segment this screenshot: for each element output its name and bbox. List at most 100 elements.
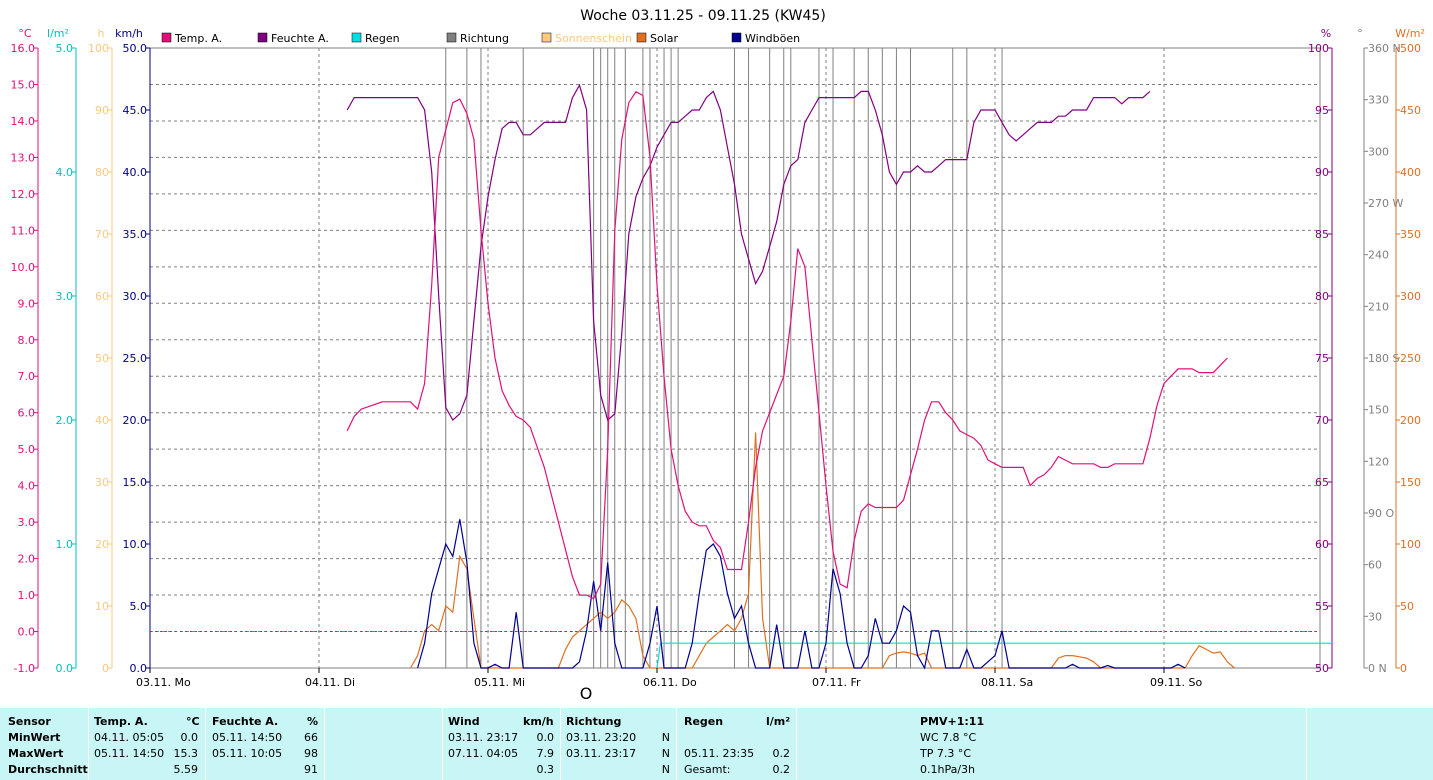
hum-axis-tick-label: 85 bbox=[1315, 228, 1329, 241]
hum-max-val: 98 bbox=[304, 747, 318, 760]
axis-unit-label: h bbox=[98, 27, 105, 40]
series-layer bbox=[150, 48, 1333, 670]
temp-axis-tick-label: 2.0 bbox=[18, 553, 36, 566]
temp-axis-tick-label: 14.0 bbox=[11, 115, 36, 128]
legend-label: Richtung bbox=[460, 32, 509, 45]
wind-axis-tick-label: 50.0 bbox=[123, 42, 148, 55]
temp-axis-tick-label: 4.0 bbox=[18, 480, 36, 493]
sun-axis-tick-label: 10 bbox=[95, 600, 109, 613]
temp-axis-tick-label: 0.0 bbox=[18, 626, 36, 639]
series-windb-en-line bbox=[417, 519, 1186, 670]
plot-frame bbox=[149, 47, 1321, 669]
hum-axis-tick-label: 100 bbox=[1308, 42, 1329, 55]
row-label-avg: Durchschnitt bbox=[8, 763, 88, 776]
dir-axis-tick-label: 90 O bbox=[1368, 507, 1394, 520]
rain-axis-tick-label: 4.0 bbox=[56, 166, 74, 179]
legend-label: Sonnenschein bbox=[555, 32, 632, 45]
hum-axis-tick-label: 55 bbox=[1315, 600, 1329, 613]
solar-axis-tick-label: 100 bbox=[1400, 538, 1421, 551]
temp-axis-tick-label: 10.0 bbox=[11, 261, 36, 274]
hum-unit: % bbox=[307, 715, 319, 728]
dir-axis-tick-label: 30 bbox=[1368, 610, 1382, 623]
dir-axis-tick-label: 0 N bbox=[1368, 662, 1387, 675]
solar-axis-tick-label: 450 bbox=[1400, 104, 1421, 117]
temp-max-val: 15.3 bbox=[173, 747, 199, 760]
day-label: 03.11. Mo bbox=[136, 676, 191, 689]
legend-swatch bbox=[446, 32, 457, 43]
chart-title: Woche 03.11.25 - 09.11.25 (KW45) bbox=[580, 8, 826, 24]
legend-label: Temp. A. bbox=[174, 32, 222, 45]
dir-axis-tick-label: 360 N bbox=[1368, 42, 1401, 55]
pmv-windchill: WC 7.8 °C bbox=[920, 731, 977, 744]
hum-axis-tick-label: 50 bbox=[1315, 662, 1329, 675]
rain-header: Regen bbox=[684, 715, 724, 728]
solar-axis-tick-label: 500 bbox=[1400, 42, 1421, 55]
day-label: 08.11. Sa bbox=[981, 676, 1033, 689]
legend-label: Regen bbox=[365, 32, 400, 45]
wind-axis-tick-label: 30.0 bbox=[123, 290, 148, 303]
rain-axis-tick-label: 5.0 bbox=[56, 42, 74, 55]
dir-axis-tick-label: 120 bbox=[1368, 455, 1389, 468]
hum-axis-tick-label: 70 bbox=[1315, 414, 1329, 427]
series-temp-a-line bbox=[346, 91, 1228, 600]
sun-axis-tick-label: 40 bbox=[95, 414, 109, 427]
legend: Temp. A. Feuchte A. Regen Richtung Sonnensch… bbox=[161, 32, 800, 45]
day-label: 04.11. Di bbox=[305, 676, 355, 689]
dir-header: Richtung bbox=[566, 715, 622, 728]
dir-min-val: N bbox=[661, 731, 670, 744]
sun-axis-tick-label: 70 bbox=[95, 228, 109, 241]
legend-label: Windböen bbox=[745, 32, 800, 45]
weather-chart: Woche 03.11.25 - 09.11.25 (KW45) Temp. A… bbox=[11, 8, 1425, 703]
hum-axis-tick-label: 75 bbox=[1315, 352, 1329, 365]
dir-axis-tick-label: 300 bbox=[1368, 145, 1389, 158]
hum-min-time: 05.11. 14:50 bbox=[212, 731, 283, 744]
hum-avg: 91 bbox=[304, 763, 318, 776]
sun-axis-tick-label: 20 bbox=[95, 538, 109, 551]
rain-unit: l/m² bbox=[766, 715, 791, 728]
temp-header: Temp. A. bbox=[94, 715, 148, 728]
temp-axis-tick-label: 15.0 bbox=[11, 78, 36, 91]
rain-max-val: 0.2 bbox=[772, 747, 791, 760]
legend-swatch bbox=[161, 32, 172, 43]
pmv-pressure-trend: 0.1hPa/3h bbox=[920, 763, 976, 776]
legend-swatch bbox=[636, 32, 647, 43]
axis-unit-label: ° bbox=[1357, 27, 1363, 40]
day-label: 06.11. Do bbox=[643, 676, 697, 689]
hum-axis-tick-label: 90 bbox=[1315, 166, 1329, 179]
moon-phase-symbol: O bbox=[580, 684, 593, 703]
hum-axis-tick-label: 65 bbox=[1315, 476, 1329, 489]
wind-axis-tick-label: 40.0 bbox=[123, 166, 148, 179]
temp-min-time: 04.11. 05:05 bbox=[94, 731, 165, 744]
dir-axis-tick-label: 60 bbox=[1368, 559, 1382, 572]
wind-axis-tick-label: 10.0 bbox=[123, 538, 148, 551]
axis-unit-label: °C bbox=[18, 27, 32, 40]
sun-axis-tick-label: 50 bbox=[95, 352, 109, 365]
solar-axis-tick-label: 350 bbox=[1400, 228, 1421, 241]
solar-axis-tick-label: 0 bbox=[1400, 662, 1407, 675]
sun-axis-tick-label: 30 bbox=[95, 476, 109, 489]
temp-axis-tick-label: 13.0 bbox=[11, 151, 36, 164]
day-label: 05.11. Mi bbox=[474, 676, 525, 689]
series-solar-line bbox=[409, 432, 1235, 669]
solar-axis-tick-label: 150 bbox=[1400, 476, 1421, 489]
wind-max-time: 07.11. 04:05 bbox=[448, 747, 519, 760]
wind-axis-tick-label: 35.0 bbox=[123, 228, 148, 241]
rain-axis-tick-label: 1.0 bbox=[56, 538, 74, 551]
wind-axis-tick-label: 45.0 bbox=[123, 104, 148, 117]
wind-header: Wind bbox=[448, 715, 480, 728]
wind-min-time: 03.11. 23:17 bbox=[448, 731, 519, 744]
temp-axis-tick-label: 11.0 bbox=[11, 224, 36, 237]
wind-axis-tick-label: 0.0 bbox=[130, 662, 148, 675]
row-label-min: MinWert bbox=[8, 731, 61, 744]
wind-avg: 0.3 bbox=[536, 763, 555, 776]
day-labels: 03.11. Mo 04.11. Di 05.11. Mi 06.11. Do 07.1… bbox=[136, 668, 1202, 689]
dir-axis-tick-label: 210 bbox=[1368, 300, 1389, 313]
series-feuchte-a-line bbox=[346, 83, 1151, 422]
legend-swatch bbox=[731, 32, 742, 43]
temp-avg: 5.59 bbox=[173, 763, 199, 776]
day-label: 07.11. Fr bbox=[812, 676, 861, 689]
temp-axis-tick-label: 9.0 bbox=[18, 297, 36, 310]
dir-min-time: 03.11. 23:20 bbox=[566, 731, 637, 744]
axes: 16.0 15.0 14.0 13.0 12.0 11.0 10.0 9.0 8.0 7.0 6.0… bbox=[11, 42, 1422, 675]
solar-axis-tick-label: 250 bbox=[1400, 352, 1421, 365]
